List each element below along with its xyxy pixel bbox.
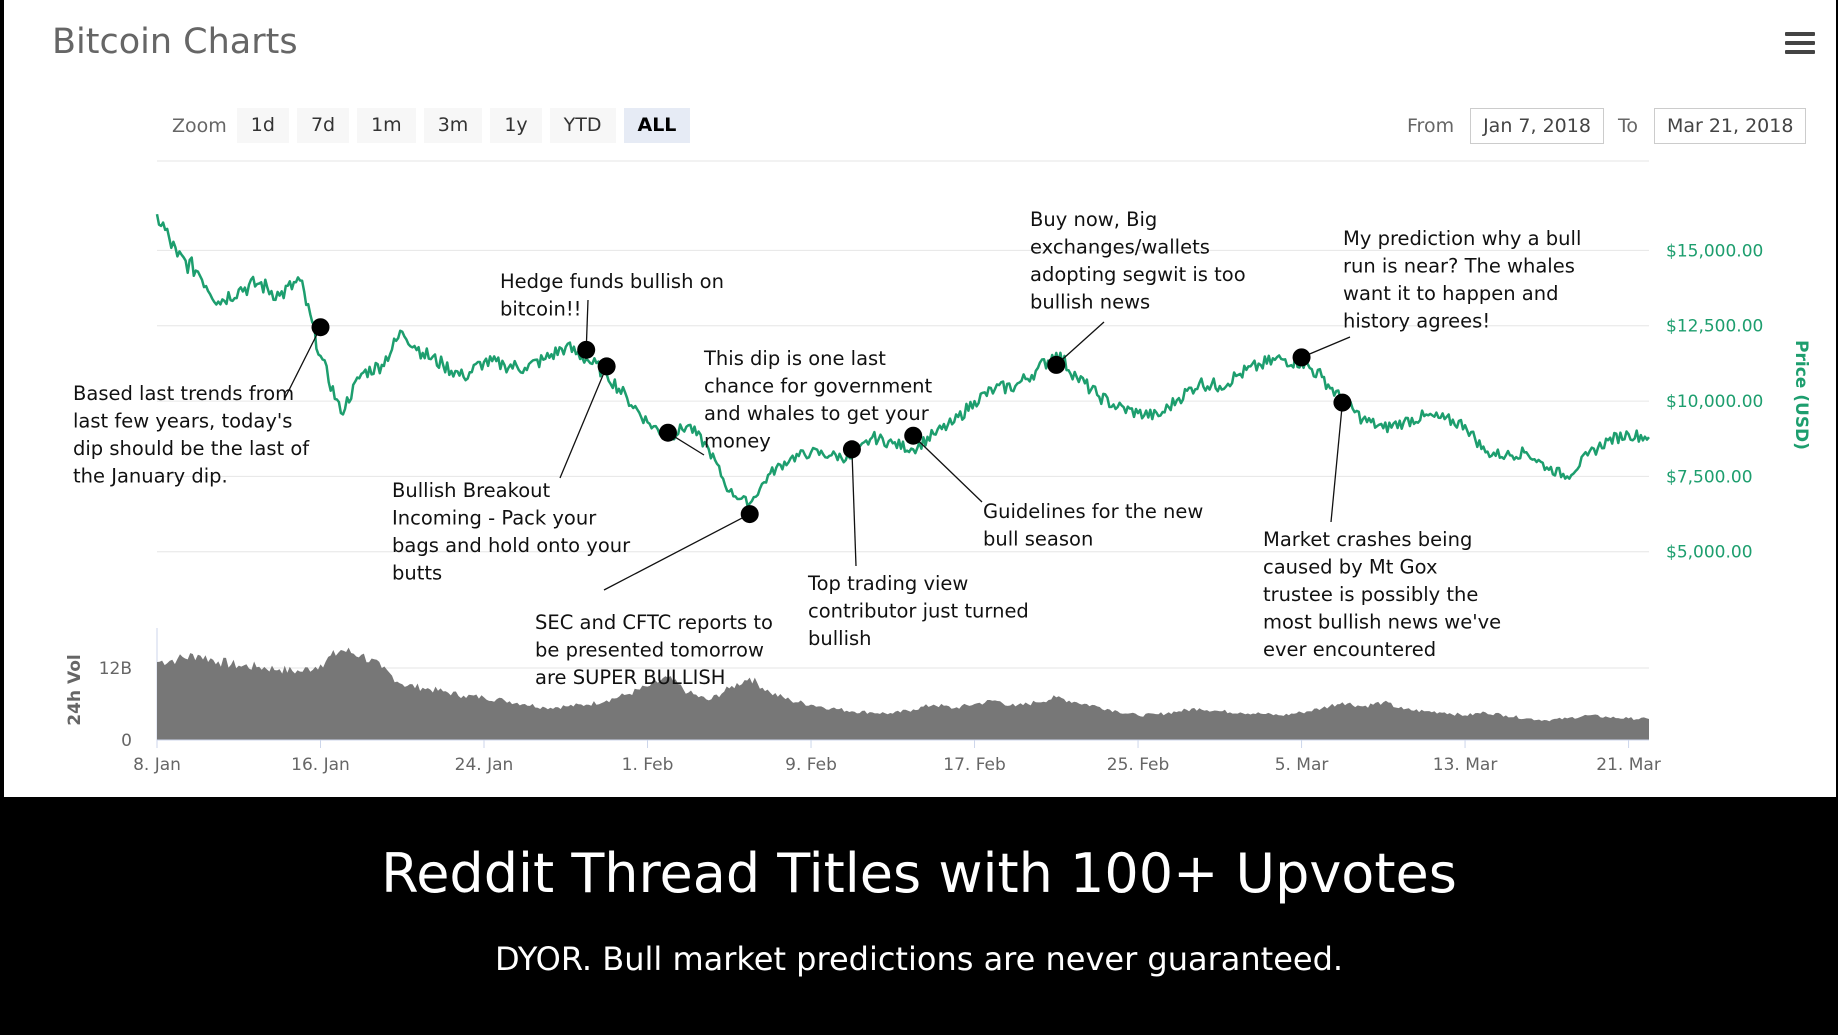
volume-tick-label: 0 xyxy=(121,731,132,751)
to-label: To xyxy=(1617,115,1638,137)
y-axis-label: Price (USD) xyxy=(1791,340,1811,450)
annotation-leader xyxy=(1330,402,1344,523)
annotation-text: ever encountered xyxy=(1263,638,1436,661)
x-tick-label: 21. Mar xyxy=(1596,755,1661,775)
annotation-text: chance for government xyxy=(704,375,933,398)
annotation-text: most bullish news we've xyxy=(1263,611,1501,634)
price-line xyxy=(155,213,1650,508)
annotation-leader xyxy=(851,449,857,567)
annotation-marker xyxy=(597,357,616,376)
annotation-leader xyxy=(603,513,751,591)
annotation-text: Buy now, Big xyxy=(1030,208,1157,231)
volume-tick-label: 12B xyxy=(99,659,132,679)
chart-title: Bitcoin Charts xyxy=(52,22,298,62)
x-tick-label: 9. Feb xyxy=(785,755,837,775)
from-label: From xyxy=(1407,115,1455,137)
annotation-text: and whales to get your xyxy=(704,402,930,425)
annotation-text: Top trading view xyxy=(807,572,968,595)
x-tick-label: 24. Jan xyxy=(455,755,514,775)
zoom-1m-button[interactable]: 1m xyxy=(357,108,416,143)
annotation-text: caused by Mt Gox xyxy=(1263,556,1438,579)
annotation-marker xyxy=(1292,348,1311,367)
annotation-marker xyxy=(577,340,596,359)
annotation-text: trustee is possibly the xyxy=(1263,583,1478,606)
annotation-marker xyxy=(1047,355,1066,374)
zoom-ytd-button[interactable]: YTD xyxy=(549,108,616,143)
annotation-text: contributor just turned xyxy=(808,600,1029,623)
annotation-text: bullish xyxy=(808,627,872,650)
price-chart: $5,000.00 $7,500.00 $10,000.00 $12,500.00 $1… xyxy=(65,160,1811,775)
volume-axis-label: 24h Vol xyxy=(65,654,85,725)
x-tick-label: 8. Jan xyxy=(133,755,181,775)
zoom-1d-button[interactable]: 1d xyxy=(236,108,289,143)
hamburger-menu-icon[interactable] xyxy=(1785,32,1815,56)
y-tick-label: $7,500.00 xyxy=(1666,467,1753,487)
y-tick-label: $12,500.00 xyxy=(1666,317,1763,337)
caption-title: Reddit Thread Titles with 100+ Upvotes xyxy=(381,842,1457,905)
zoom-label: Zoom xyxy=(172,114,227,137)
annotation-marker xyxy=(904,426,923,445)
annotation-text: run is near? The whales xyxy=(1343,255,1575,278)
zoom-1y-button[interactable]: 1y xyxy=(490,108,542,143)
annotation-text: bitcoin!! xyxy=(500,298,582,321)
annotation-leader xyxy=(912,435,983,503)
zoom-3m-button[interactable]: 3m xyxy=(423,108,483,143)
y-tick-label: $10,000.00 xyxy=(1666,392,1763,412)
annotation-text: bullish news xyxy=(1030,291,1150,314)
annotation-text: the January dip. xyxy=(73,465,228,488)
x-tick-label: 25. Feb xyxy=(1107,755,1170,775)
chart-panel: Bitcoin Charts Zoom 1d 7d 1m 3m 1y YTD A… xyxy=(4,0,1836,797)
annotation-text: SEC and CFTC reports to xyxy=(535,611,773,634)
caption-subtitle: DYOR. Bull market predictions are never … xyxy=(494,940,1344,978)
annotation-marker xyxy=(740,505,759,524)
x-tick-label: 16. Jan xyxy=(291,755,350,775)
annotation-text: Based last trends from xyxy=(73,382,294,405)
annotation-text: dip should be the last of xyxy=(73,437,310,460)
annotation-text: Guidelines for the new xyxy=(983,500,1203,523)
to-date-input[interactable]: Mar 21, 2018 xyxy=(1653,108,1807,144)
x-tick-label: 17. Feb xyxy=(943,755,1006,775)
annotation-text: This dip is one last xyxy=(703,347,886,370)
x-tick-label: 13. Mar xyxy=(1433,755,1498,775)
annotation-marker xyxy=(658,423,677,442)
annotation-text: be presented tomorrow xyxy=(535,639,764,662)
zoom-all-button[interactable]: ALL xyxy=(623,108,691,143)
zoom-bar: Zoom 1d 7d 1m 3m 1y YTD ALL xyxy=(172,108,698,143)
annotation-leader xyxy=(1055,321,1105,366)
annotation-text: want it to happen and xyxy=(1343,282,1558,305)
annotation-text: bull season xyxy=(983,528,1093,551)
from-date-input[interactable]: Jan 7, 2018 xyxy=(1470,108,1604,144)
annotation-text: last few years, today's xyxy=(73,410,292,433)
annotation-text: Hedge funds bullish on xyxy=(500,270,724,293)
annotation-text: exchanges/wallets xyxy=(1030,236,1210,259)
y-tick-label: $5,000.00 xyxy=(1666,543,1753,563)
volume-area xyxy=(157,647,1649,740)
annotation-text: Bullish Breakout xyxy=(392,479,551,502)
x-tick-label: 5. Mar xyxy=(1275,755,1329,775)
zoom-7d-button[interactable]: 7d xyxy=(296,108,350,143)
annotation-text: history agrees! xyxy=(1343,310,1490,333)
annotation-text: money xyxy=(704,430,771,453)
annotation-marker xyxy=(1333,393,1352,412)
y-tick-label: $15,000.00 xyxy=(1666,241,1763,261)
annotation-text: bags and hold onto your xyxy=(392,534,631,557)
annotation-text: are SUPER BULLISH xyxy=(535,666,725,689)
annotation-text: butts xyxy=(392,562,442,585)
annotation-text: My prediction why a bull xyxy=(1343,227,1581,250)
annotation-text: adopting segwit is too xyxy=(1030,263,1246,286)
annotation-marker xyxy=(311,318,330,337)
date-range-bar: From Jan 7, 2018 To Mar 21, 2018 xyxy=(1407,108,1807,144)
annotation-text: Market crashes being xyxy=(1263,528,1472,551)
annotation-text: Incoming - Pack your xyxy=(392,507,597,530)
annotation-leader xyxy=(559,366,608,479)
x-tick-label: 1. Feb xyxy=(622,755,674,775)
annotation-marker xyxy=(842,440,861,459)
annotation-leader xyxy=(283,326,322,401)
